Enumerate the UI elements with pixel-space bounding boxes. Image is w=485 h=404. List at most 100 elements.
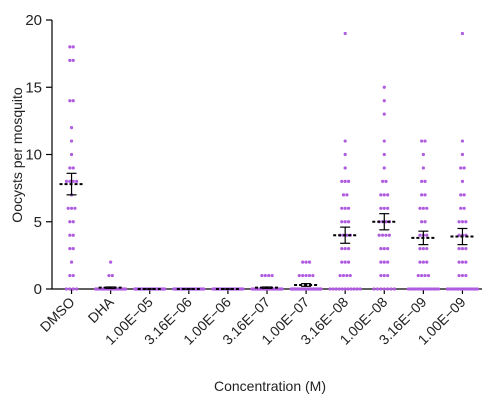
data-point [459, 166, 463, 170]
data-point [460, 179, 465, 183]
y-tick-label: 5 [34, 214, 42, 231]
data-point [346, 247, 351, 251]
data-point [345, 273, 349, 278]
data-point [460, 220, 465, 224]
data-point [392, 287, 397, 291]
data-point [421, 260, 425, 264]
data-point [355, 287, 359, 291]
data-point [382, 139, 386, 143]
data-point [343, 206, 347, 210]
data-point [420, 287, 424, 291]
data-point [340, 260, 344, 264]
data-point [382, 287, 386, 291]
data-point [267, 273, 271, 278]
data-point [415, 287, 420, 291]
data-point [343, 260, 347, 264]
data-point [459, 206, 463, 210]
data-point [346, 179, 351, 183]
data-point [426, 273, 431, 278]
data-point [69, 126, 74, 130]
data-point [420, 193, 424, 197]
data-point [124, 287, 128, 291]
data-point [349, 287, 353, 291]
data-point [464, 273, 468, 278]
data-point [462, 166, 466, 170]
data-point [341, 193, 346, 197]
data-point [382, 247, 386, 251]
data-point [343, 287, 347, 291]
data-point [425, 206, 429, 210]
data-point [382, 152, 386, 157]
data-point [110, 273, 114, 278]
x-tick-label: DHA [85, 293, 118, 326]
data-point [464, 220, 468, 224]
data-point [427, 287, 431, 291]
data-point [384, 233, 388, 237]
data-point [423, 193, 427, 197]
data-point [457, 260, 461, 264]
data-point [340, 247, 344, 251]
data-point [434, 287, 438, 291]
data-point [71, 99, 75, 103]
data-point [346, 260, 351, 264]
data-point [379, 260, 383, 264]
data-point [343, 179, 347, 183]
data-point [406, 287, 410, 291]
data-point [75, 179, 79, 183]
data-point [69, 206, 74, 210]
data-point [340, 206, 344, 210]
data-point [334, 287, 338, 291]
data-point [260, 273, 264, 278]
data-point [423, 179, 427, 183]
data-point [382, 193, 386, 197]
data-point [421, 247, 425, 251]
data-point [462, 193, 466, 197]
data-point [459, 193, 463, 197]
data-point [301, 260, 305, 264]
data-point [348, 273, 352, 278]
data-point [343, 31, 347, 36]
data-point [460, 139, 465, 143]
data-point [460, 152, 465, 157]
data-point [340, 220, 344, 224]
y-tick-label: 0 [34, 281, 42, 298]
data-point [379, 193, 383, 197]
data-point [460, 273, 465, 278]
y-tick-label: 15 [25, 79, 42, 96]
data-point [68, 247, 72, 251]
data-point [343, 247, 347, 251]
data-point [382, 206, 386, 210]
data-point [71, 247, 75, 251]
data-point [460, 247, 465, 251]
data-point [420, 220, 424, 224]
data-point [75, 287, 79, 291]
data-point [420, 273, 424, 278]
x-tick-label: DMSO [37, 294, 78, 335]
data-point [64, 179, 69, 183]
data-point [304, 273, 308, 278]
data-point [464, 247, 468, 251]
data-point [109, 260, 113, 264]
data-point [379, 206, 383, 210]
data-point [241, 287, 245, 291]
data-point [68, 166, 72, 170]
data-point [386, 206, 390, 210]
data-point [380, 233, 385, 237]
data-point [418, 260, 422, 264]
y-axis-label: Oocysts per mosquito [9, 87, 25, 223]
data-point [460, 31, 465, 36]
y-tick-label: 20 [25, 12, 42, 29]
x-axis-label: Concentration (M) [214, 378, 326, 394]
data-point [343, 152, 347, 157]
data-point [436, 287, 440, 291]
data-point [346, 206, 351, 210]
data-point [68, 287, 72, 291]
data-point [377, 233, 381, 237]
data-point [280, 287, 284, 291]
data-point [338, 273, 342, 278]
data-point [340, 179, 344, 183]
data-point [422, 287, 427, 291]
data-point [311, 273, 315, 278]
data-point [386, 193, 390, 197]
